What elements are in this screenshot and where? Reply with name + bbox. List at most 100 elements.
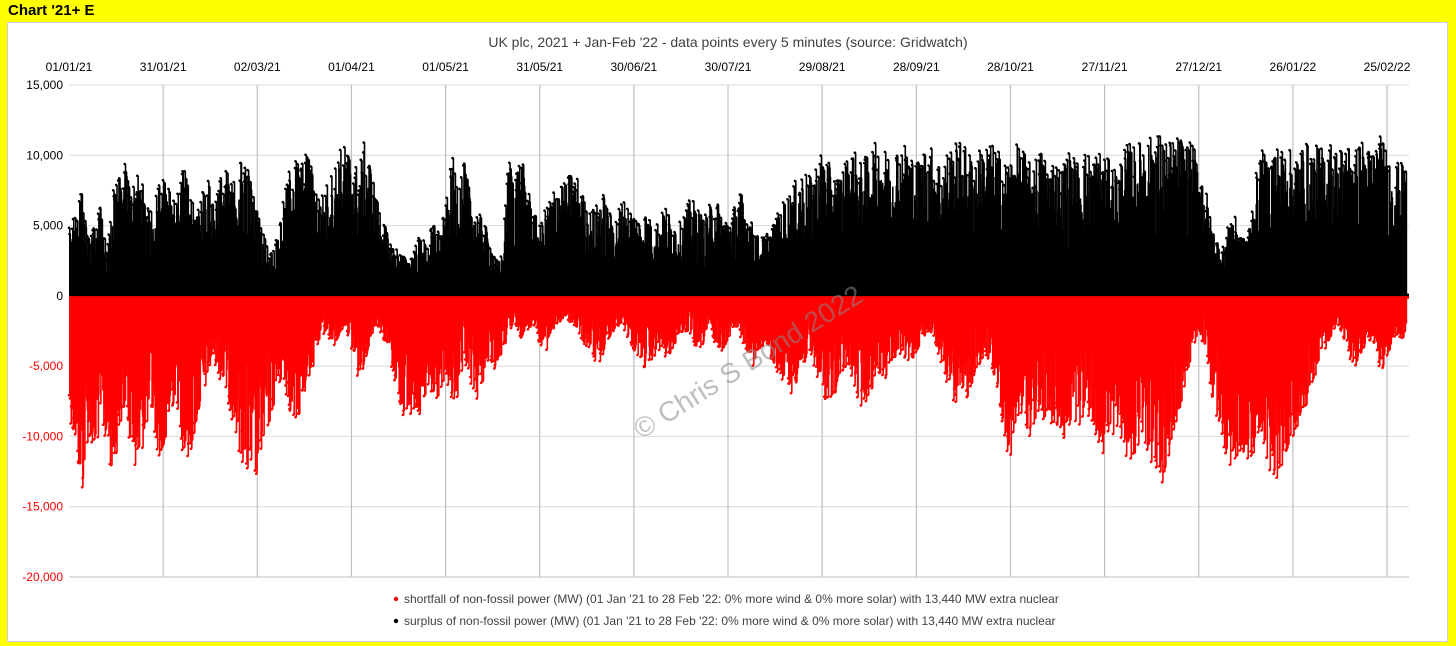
data-point [1043,415,1046,418]
data-point [626,335,629,339]
data-point-band [254,295,257,471]
data-point [148,220,151,224]
data-point [561,316,564,320]
data-point [1347,349,1350,352]
data-point [1154,465,1158,469]
data-point [1347,345,1351,349]
data-point [197,407,200,411]
data-point [866,393,870,397]
data-point [1105,423,1109,427]
data-point [555,321,559,325]
data-point [138,190,141,193]
data-point [75,219,79,223]
data-point [316,342,319,346]
data-point-band [1002,295,1004,419]
data-point [211,203,214,206]
data-point [650,353,654,357]
data-point [923,334,926,337]
x-tick-label: 31/01/21 [140,60,187,74]
data-point-band [1043,295,1045,419]
data-point [893,355,897,359]
data-point [401,413,405,417]
data-point [426,383,430,386]
data-point-band [250,295,253,460]
data-point [1028,434,1031,438]
data-point [162,438,166,442]
data-point-band [593,295,596,357]
data-point [1270,448,1273,452]
data-point [1055,423,1059,427]
data-point [948,373,951,377]
data-point [307,158,310,162]
data-point [670,339,673,343]
data-point [211,346,214,350]
data-point-band [217,194,219,296]
x-tick-label: 30/06/21 [611,60,658,74]
data-point [361,367,365,370]
data-point [975,354,979,357]
data-point [208,363,211,367]
data-point [619,321,623,325]
data-point [978,361,982,364]
data-point [482,365,486,369]
data-point [660,344,663,348]
data-point [1011,430,1015,434]
data-point [348,173,352,176]
data-point [260,431,263,435]
data-point [1081,415,1084,418]
data-point [72,427,75,431]
data-point [356,367,360,371]
data-point [145,419,149,423]
data-point [419,239,422,243]
data-point [1019,411,1023,415]
data-point [259,447,263,451]
data-point [408,402,411,405]
data-point [87,237,90,240]
data-point-band [1159,295,1161,467]
data-point [291,188,294,192]
data-point [207,185,211,189]
data-point [1149,460,1153,464]
data-point [268,419,271,423]
data-point [201,191,205,195]
data-point [894,349,897,353]
data-point [1224,451,1227,455]
data-point [205,370,209,373]
data-point [256,220,260,224]
data-point [493,367,496,370]
data-point [135,434,138,438]
data-point [917,344,920,348]
data-point-band [216,209,218,296]
data-point [433,235,437,238]
data-point [720,349,723,352]
data-point [664,351,667,355]
data-point-band [558,295,561,319]
data-point [367,344,370,348]
data-point [270,252,273,255]
data-point-band [105,295,108,430]
data-point [244,462,248,465]
data-point [971,363,975,367]
data-point [778,368,781,371]
data-point [568,315,572,319]
data-point-band [755,295,758,344]
data-point [1327,338,1331,342]
data-point [247,175,250,178]
data-point [881,368,885,371]
data-point [633,349,636,352]
data-point [1082,405,1085,409]
data-point-band [1403,295,1406,333]
data-point [119,419,122,422]
data-point [970,381,974,385]
data-point [971,371,974,374]
data-point [591,352,594,355]
data-point [1294,410,1298,413]
data-point-band [1388,295,1390,352]
data-point [688,332,692,335]
data-point [183,439,187,443]
data-point [1052,420,1055,424]
data-point [137,445,141,448]
data-point [724,341,728,344]
data-point [1094,432,1097,436]
data-point [914,351,917,354]
